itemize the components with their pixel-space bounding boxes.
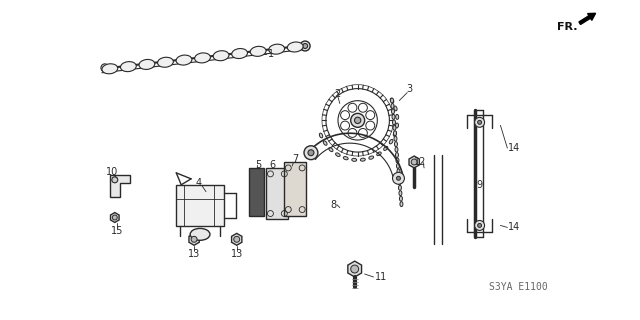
Ellipse shape	[397, 169, 400, 174]
Ellipse shape	[394, 142, 397, 147]
Text: 7: 7	[292, 154, 298, 164]
Ellipse shape	[383, 146, 388, 150]
Circle shape	[112, 215, 117, 220]
Text: 13: 13	[230, 249, 243, 259]
Ellipse shape	[399, 196, 403, 201]
Ellipse shape	[389, 140, 393, 144]
Ellipse shape	[400, 202, 403, 207]
Ellipse shape	[399, 191, 402, 196]
Circle shape	[304, 146, 318, 160]
Polygon shape	[110, 175, 130, 197]
Bar	[266, 168, 288, 220]
Text: 14: 14	[508, 222, 520, 232]
Ellipse shape	[369, 156, 374, 159]
Circle shape	[112, 177, 118, 183]
Circle shape	[392, 172, 404, 184]
FancyArrow shape	[579, 13, 596, 24]
Ellipse shape	[319, 133, 323, 138]
Text: 13: 13	[188, 249, 200, 259]
Ellipse shape	[394, 131, 396, 136]
Ellipse shape	[287, 42, 303, 52]
Polygon shape	[111, 212, 119, 222]
Circle shape	[477, 223, 481, 228]
Circle shape	[234, 236, 240, 242]
Ellipse shape	[394, 106, 397, 111]
Ellipse shape	[195, 53, 211, 63]
Ellipse shape	[394, 132, 397, 136]
Ellipse shape	[394, 136, 397, 141]
Polygon shape	[189, 233, 199, 245]
Text: 12: 12	[414, 157, 426, 167]
Circle shape	[303, 44, 308, 48]
Circle shape	[475, 220, 484, 230]
Text: 5: 5	[255, 160, 262, 170]
Ellipse shape	[323, 141, 327, 145]
Ellipse shape	[392, 109, 394, 114]
Circle shape	[351, 265, 358, 273]
Text: 3: 3	[406, 84, 412, 94]
Circle shape	[475, 117, 484, 127]
Ellipse shape	[360, 158, 365, 161]
Circle shape	[191, 236, 197, 242]
Ellipse shape	[190, 228, 210, 240]
Ellipse shape	[329, 148, 333, 152]
Circle shape	[300, 41, 310, 51]
Ellipse shape	[393, 125, 396, 130]
Ellipse shape	[213, 51, 229, 61]
Text: FR.: FR.	[557, 22, 578, 32]
Text: 8: 8	[331, 200, 337, 210]
Ellipse shape	[157, 57, 173, 67]
Text: 10: 10	[106, 167, 118, 177]
Ellipse shape	[392, 114, 395, 119]
Ellipse shape	[392, 120, 396, 125]
Ellipse shape	[250, 46, 266, 56]
Text: 1: 1	[268, 49, 273, 59]
Ellipse shape	[396, 115, 399, 119]
Ellipse shape	[120, 62, 136, 72]
Ellipse shape	[232, 49, 248, 59]
Text: 9: 9	[477, 180, 483, 190]
Circle shape	[355, 117, 361, 124]
Ellipse shape	[395, 147, 398, 152]
Circle shape	[101, 64, 109, 72]
Circle shape	[397, 176, 401, 180]
Polygon shape	[348, 261, 362, 277]
Ellipse shape	[102, 64, 118, 74]
Text: S3YA E1100: S3YA E1100	[488, 282, 547, 292]
Ellipse shape	[398, 180, 401, 185]
Ellipse shape	[335, 153, 340, 156]
Circle shape	[308, 150, 314, 156]
Ellipse shape	[377, 152, 381, 156]
Ellipse shape	[269, 44, 285, 54]
Bar	[284, 162, 306, 215]
Ellipse shape	[396, 164, 399, 168]
Text: 11: 11	[374, 272, 387, 282]
Circle shape	[351, 113, 365, 127]
Circle shape	[477, 120, 481, 124]
Text: 14: 14	[508, 143, 520, 153]
Ellipse shape	[397, 174, 401, 179]
Bar	[176, 185, 224, 227]
Text: 4: 4	[196, 178, 202, 188]
Ellipse shape	[391, 103, 394, 108]
Ellipse shape	[396, 153, 399, 157]
Bar	[248, 168, 264, 215]
Polygon shape	[409, 156, 419, 168]
Ellipse shape	[399, 185, 401, 190]
Ellipse shape	[396, 123, 399, 128]
Ellipse shape	[139, 60, 155, 69]
Ellipse shape	[390, 98, 394, 103]
Text: 15: 15	[111, 226, 123, 236]
Text: 2: 2	[335, 89, 341, 99]
Circle shape	[412, 159, 417, 165]
Ellipse shape	[352, 158, 356, 161]
Ellipse shape	[396, 158, 399, 163]
Ellipse shape	[343, 156, 348, 160]
Text: 6: 6	[269, 160, 275, 170]
Polygon shape	[232, 233, 242, 245]
Ellipse shape	[176, 55, 192, 65]
Ellipse shape	[390, 98, 394, 103]
